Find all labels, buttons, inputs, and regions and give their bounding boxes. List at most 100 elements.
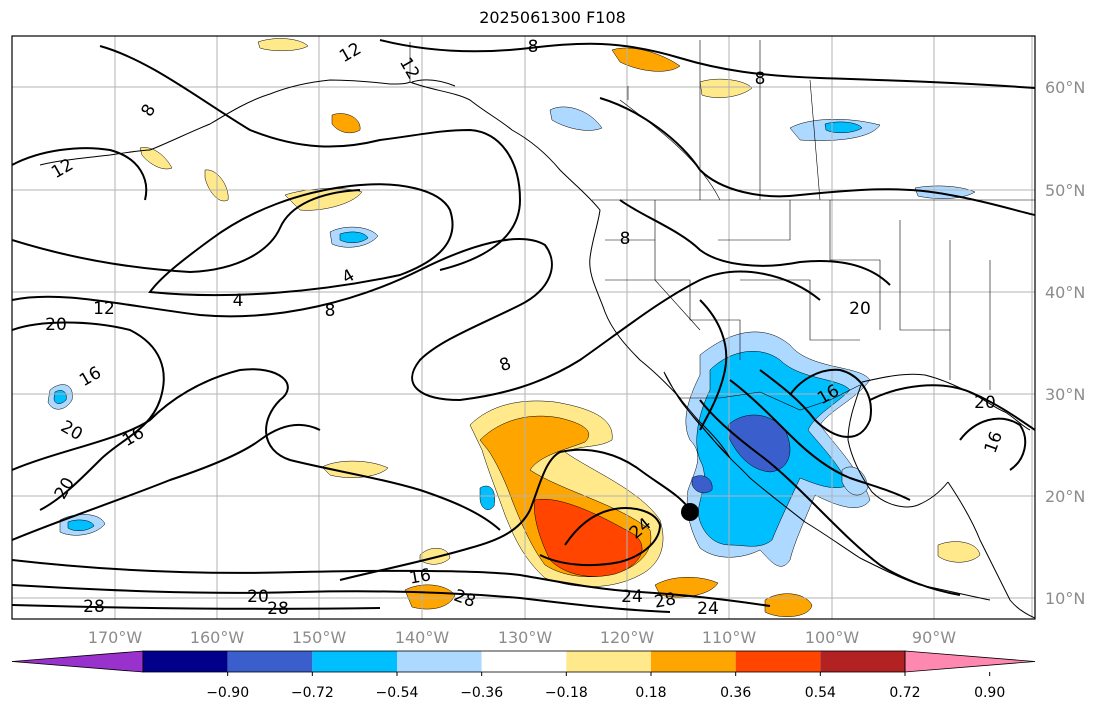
- contour-line: [12, 238, 821, 402]
- latitude-label: 50°N: [1045, 181, 1085, 200]
- colorbar-high-extend: [904, 650, 1036, 673]
- contour-label: 8: [325, 301, 336, 321]
- negative-anomaly-region: [691, 475, 713, 494]
- negative-anomaly-region: [339, 231, 369, 243]
- contour-line: [619, 199, 891, 286]
- contour-label: 20: [849, 299, 871, 319]
- negative-anomaly-region: [727, 414, 791, 473]
- longitude-label: 170°W: [88, 628, 143, 647]
- colorbar-tick-label: 0.72: [889, 685, 920, 701]
- contour-label: 4: [233, 291, 244, 311]
- colorbar-segment: [143, 651, 228, 672]
- latitude-label: 60°N: [1045, 78, 1085, 97]
- contour-line: [12, 368, 501, 531]
- contour-line: [12, 189, 361, 274]
- state-border: [899, 220, 950, 331]
- contour-line: [12, 147, 148, 201]
- negative-anomaly-region: [53, 390, 67, 404]
- positive-anomaly-region: [534, 498, 643, 577]
- positive-anomaly-region: [654, 576, 719, 598]
- contour-label: 28: [653, 589, 678, 612]
- contour-label: 28: [83, 597, 105, 617]
- longitude-label: 100°W: [805, 628, 860, 647]
- positive-anomaly-region: [331, 113, 361, 134]
- latitude-label: 40°N: [1045, 283, 1085, 302]
- negative-anomaly-region: [479, 485, 495, 510]
- positive-anomaly-region: [699, 78, 753, 98]
- colorbar-tick-label: −0.54: [376, 685, 419, 701]
- map-frame: [11, 35, 1036, 620]
- contour-line: [599, 97, 1035, 216]
- height-contours: [12, 39, 1035, 613]
- contour-line: [759, 368, 872, 438]
- longitude-labels: 170°W 160°W 150°W 140°W 130°W 120°W 110°W 100°W…: [88, 628, 956, 647]
- latitude-label: 30°N: [1045, 385, 1085, 404]
- colorbar-tick-label: −0.18: [545, 685, 588, 701]
- negative-anomaly-region: [914, 185, 976, 199]
- political-boundaries: [409, 40, 1035, 411]
- state-border: [619, 99, 721, 201]
- longitude-label: 140°W: [395, 628, 450, 647]
- longitude-label: 130°W: [498, 628, 553, 647]
- longitude-label: 110°W: [702, 628, 757, 647]
- colorbar-tick-label: 0.90: [974, 685, 1005, 701]
- contour-line: [869, 384, 1035, 431]
- contour-line: [699, 399, 961, 596]
- colorbar-tick-label: 0.36: [720, 685, 751, 701]
- contour-label: 8: [755, 69, 766, 89]
- contour-line: [12, 559, 771, 607]
- coastline: [149, 79, 411, 151]
- contour-line: [99, 45, 522, 271]
- contour-label: 20: [974, 393, 996, 413]
- contour-label: 8: [528, 37, 539, 57]
- longitude-label: 160°W: [190, 628, 245, 647]
- coastline: [663, 371, 731, 459]
- colorbar-tick-label: −0.72: [291, 685, 334, 701]
- coastline: [411, 79, 456, 87]
- colorbar-segment: [651, 651, 736, 672]
- contour-line: [379, 39, 1035, 89]
- state-border: [627, 40, 821, 201]
- contour-label: 8: [620, 229, 631, 249]
- contour-line: [12, 604, 381, 610]
- contour-line: [339, 448, 691, 581]
- colorbar-tick-label: 0.18: [635, 685, 666, 701]
- state-border: [605, 279, 701, 331]
- contour-line: [699, 299, 728, 431]
- colorbar-segment: [820, 651, 905, 672]
- contour-label: 20: [247, 587, 269, 607]
- contour-label: 28: [267, 599, 289, 619]
- longitude-label: 120°W: [600, 628, 655, 647]
- longitude-label: 150°W: [292, 628, 347, 647]
- colorbar-segment: [227, 651, 313, 672]
- colorbar-segment: [312, 651, 397, 672]
- coastline: [39, 149, 151, 166]
- contour-line: [148, 183, 454, 297]
- contour-label: 24: [697, 599, 719, 619]
- state-border: [654, 200, 741, 360]
- position-marker: [681, 503, 699, 521]
- anomaly-shading: [47, 38, 981, 617]
- contour-label: 24: [621, 587, 643, 607]
- colorbar-tick-label: −0.36: [460, 685, 503, 701]
- contour-label: 12: [93, 299, 115, 319]
- country-border: [680, 384, 861, 411]
- positive-anomaly-region: [139, 147, 173, 170]
- positive-anomaly-region: [321, 460, 389, 478]
- contour-line: [539, 507, 662, 567]
- negative-anomaly-region: [67, 519, 95, 531]
- colorbar-tick-label: 0.54: [805, 685, 836, 701]
- colorbar-segment: [566, 651, 651, 672]
- contour-label: 20: [45, 315, 67, 335]
- longitude-label: 90°W: [912, 628, 956, 647]
- latitude-label: 10°N: [1045, 589, 1085, 608]
- positive-anomaly-region: [257, 38, 309, 51]
- colorbar-outline: [142, 650, 906, 673]
- coastline: [847, 381, 949, 508]
- colorbar-low-extend: [11, 650, 144, 673]
- contour-line: [12, 321, 165, 511]
- contour-line: [12, 423, 321, 541]
- latitude-labels: 60°N 50°N 40°N 30°N 20°N 10°N: [1045, 78, 1085, 608]
- contour-line: [12, 584, 671, 613]
